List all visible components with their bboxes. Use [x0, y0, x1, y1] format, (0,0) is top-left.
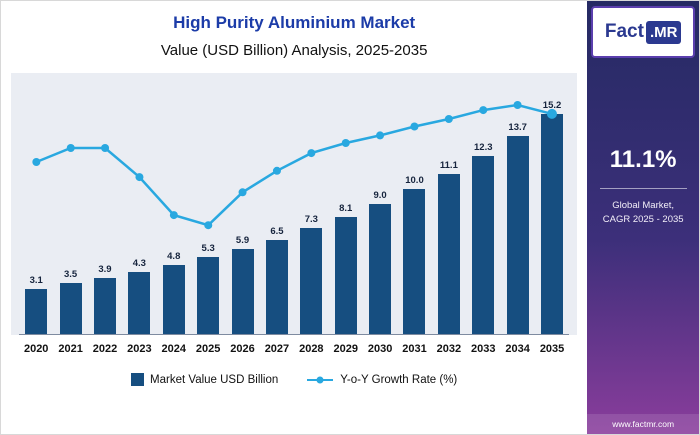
bar — [506, 135, 529, 334]
bar-column: 4.8 — [157, 81, 191, 334]
bar-value-label: 11.1 — [439, 159, 458, 171]
logo-text-mr: .MR — [645, 20, 682, 44]
website-link[interactable]: www.factmr.com — [587, 414, 699, 434]
x-tick-label: 2031 — [402, 343, 427, 355]
bar-column: 5.3 — [191, 81, 225, 334]
x-tick-label: 2023 — [127, 343, 152, 355]
x-tick-label: 2021 — [58, 343, 83, 355]
bar-column: 13.7 — [500, 81, 534, 334]
bar-column: 6.5 — [260, 81, 294, 334]
factmr-logo: Fact .MR — [591, 6, 696, 58]
bar — [369, 203, 392, 334]
bar-column: 10.0 — [397, 81, 431, 334]
bar-column: 5.9 — [225, 81, 259, 334]
legend: Market Value USD Billion Y-o-Y Growth Ra… — [1, 373, 587, 386]
bar — [59, 283, 82, 334]
bar-value-label: 7.3 — [304, 214, 318, 226]
bar — [300, 228, 323, 334]
side-panel: Fact .MR 11.1% Global Market, CAGR 2025 … — [587, 1, 699, 434]
chart-panel: High Purity Aluminium Market Value (USD … — [1, 1, 587, 434]
cagr-caption-line1: Global Market, — [612, 200, 675, 211]
bar-value-label: 4.3 — [132, 257, 146, 269]
bar — [334, 216, 357, 334]
bar-column: 7.3 — [294, 81, 328, 334]
legend-item-line: Y-o-Y Growth Rate (%) — [306, 374, 457, 386]
bar-column: 3.1 — [19, 81, 53, 334]
chart-area: 3.1 3.5 3.9 4.3 4.8 5.3 5.9 6.5 7.3 8.1 9.0 10.0 11.… — [11, 73, 578, 335]
chart-subtitle: Value (USD Billion) Analysis, 2025-2035 — [160, 42, 428, 59]
x-tick-label: 2020 — [23, 343, 49, 355]
legend-line-label: Y-o-Y Growth Rate (%) — [340, 373, 458, 386]
stat-divider — [599, 188, 687, 189]
legend-item-bars: Market Value USD Billion — [131, 373, 278, 386]
bar-value-label: 12.3 — [474, 142, 493, 154]
bar-value-label: 10.0 — [405, 175, 424, 187]
bar-column: 4.3 — [122, 81, 156, 334]
x-tick-label: 2024 — [161, 343, 186, 355]
legend-bar-label: Market Value USD Billion — [150, 373, 279, 386]
bar-value-label: 15.2 — [542, 100, 562, 112]
chart-title: High Purity Aluminium Market — [173, 13, 416, 32]
x-tick-label: 2032 — [436, 343, 462, 355]
chart-header: High Purity Aluminium Market Value (USD … — [1, 1, 587, 59]
cagr-caption-line2: CAGR 2025 - 2035 — [602, 214, 684, 226]
bar-value-label: 5.3 — [201, 243, 215, 255]
x-tick-label: 2022 — [92, 343, 118, 355]
x-tick-label: 2028 — [299, 343, 324, 355]
x-tick-label: 2025 — [195, 343, 221, 355]
x-tick-label: 2033 — [471, 343, 496, 355]
x-axis: 2020 2021 2022 2023 2024 2025 2026 2027 2028 2029… — [11, 335, 577, 359]
x-tick-label: 2027 — [264, 343, 290, 355]
bar — [162, 264, 185, 334]
bar-column: 12.3 — [466, 81, 500, 334]
bar — [197, 257, 220, 334]
bar — [437, 173, 460, 334]
bar-value-label: 4.8 — [167, 250, 181, 262]
bar-value-label: 3.1 — [29, 275, 43, 287]
bar-column: 8.1 — [329, 81, 363, 334]
logo-text-fact: Fact — [604, 21, 644, 42]
bar-column: 3.9 — [88, 81, 122, 334]
x-tick-label: 2029 — [333, 343, 358, 355]
bar-value-label: 6.5 — [270, 226, 284, 238]
x-tick-label: 2034 — [505, 343, 530, 355]
bar — [541, 114, 564, 334]
bar — [265, 240, 288, 334]
bar — [128, 271, 151, 334]
x-tick-label: 2026 — [230, 343, 255, 355]
bar — [231, 248, 254, 334]
plot-area: 3.1 3.5 3.9 4.3 4.8 5.3 5.9 6.5 7.3 8.1 9.0 10.0 11.… — [19, 81, 570, 335]
bar — [472, 156, 495, 334]
bar — [403, 189, 426, 334]
bar-value-label: 3.9 — [98, 263, 112, 275]
bar-value-label: 13.7 — [508, 121, 527, 133]
bar-column: 3.5 — [53, 81, 87, 334]
x-tick-label: 2030 — [367, 343, 393, 355]
cagr-caption: Global Market, CAGR 2025 - 2035 — [587, 199, 699, 228]
bar-value-label: 8.1 — [339, 202, 353, 214]
x-tick-label: 2035 — [539, 343, 565, 355]
bar-column: 9.0 — [363, 81, 397, 334]
cagr-stat: 11.1% Global Market, CAGR 2025 - 2035 — [587, 146, 699, 228]
bar — [93, 277, 116, 334]
bar — [25, 289, 48, 334]
bar-value-label: 3.5 — [63, 269, 78, 281]
bar-column: 11.1 — [432, 81, 466, 334]
line-marker-icon — [307, 376, 334, 383]
bar-value-label: 5.9 — [235, 234, 250, 246]
cagr-value: 11.1% — [609, 146, 677, 173]
bar-value-label: 9.0 — [373, 189, 387, 201]
bar-swatch-icon — [131, 373, 145, 386]
bar-column: 15.2 — [535, 81, 569, 334]
